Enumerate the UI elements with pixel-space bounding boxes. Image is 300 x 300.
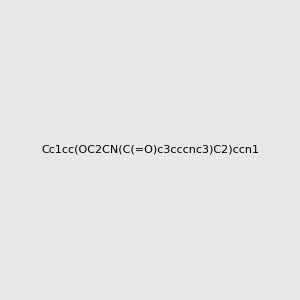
Text: Cc1cc(OC2CN(C(=O)c3cccnc3)C2)ccn1: Cc1cc(OC2CN(C(=O)c3cccnc3)C2)ccn1 bbox=[41, 145, 259, 155]
